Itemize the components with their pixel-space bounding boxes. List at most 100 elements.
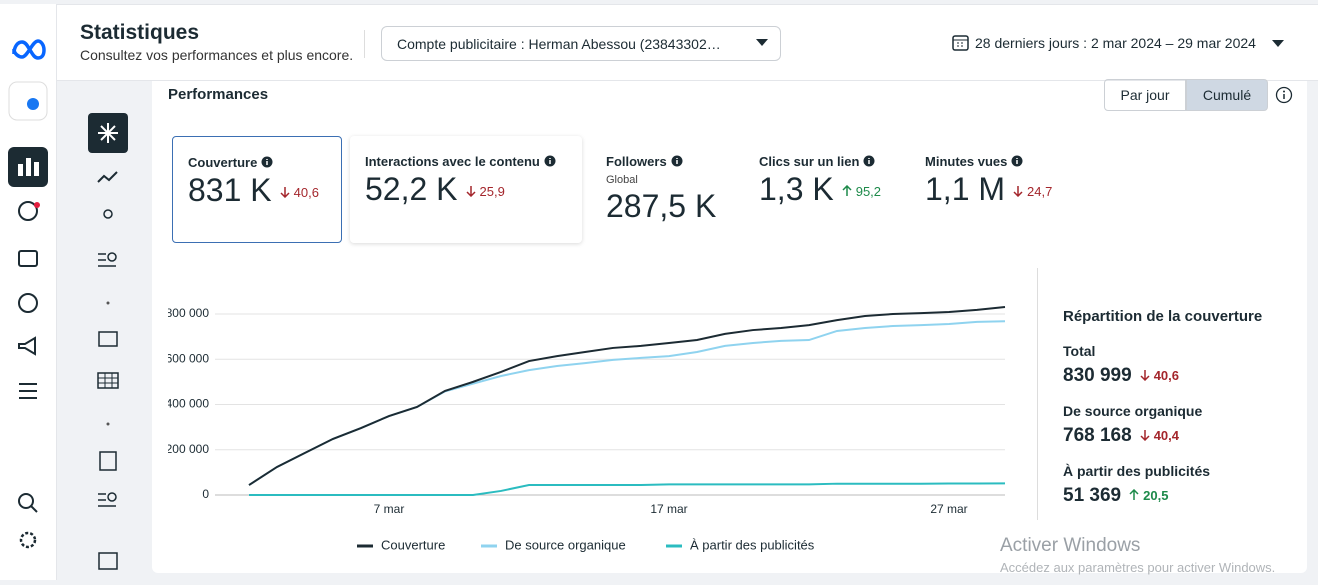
metric-card: Followers Global 287,5 K	[591, 136, 741, 243]
breakdown-title: Répartition de la couverture	[1063, 308, 1263, 325]
metric-label-text: Clics sur un lien	[759, 154, 860, 169]
change-value: 25,9	[479, 184, 505, 200]
toggle-daily[interactable]: Par jour	[1104, 79, 1186, 111]
page-subtitle: Consultez vos performances et plus encor…	[80, 47, 354, 63]
metric-label-text: Followers	[606, 154, 667, 169]
posts-icon[interactable]	[98, 331, 118, 347]
nav-icons	[8, 39, 48, 549]
search-list-icon[interactable]	[98, 493, 116, 507]
change-value: 95,2	[855, 184, 882, 200]
chart: 0 200 000 400 000 600 000 800 000 7 mar 17 mar…	[168, 305, 1006, 552]
breakdown-value-text: 768 168	[1063, 425, 1132, 446]
search-list-icon[interactable]	[98, 253, 116, 267]
metric-value-text: 52,2 K	[365, 171, 458, 207]
metric-label-text: Interactions avec le contenu	[365, 154, 540, 169]
trend-arrow	[465, 186, 476, 198]
metric-card[interactable]: Interactions avec le contenu 52,2 K 25,9	[350, 136, 582, 243]
arrow-path	[1013, 186, 1023, 198]
breakdown-item: À partir des publicités 51 369 20,5	[1063, 463, 1303, 507]
settings-icon[interactable]	[19, 531, 37, 549]
messages-icon[interactable]	[18, 201, 38, 221]
trend-arrow	[842, 184, 852, 197]
change: 20,5	[1129, 488, 1168, 503]
info-icon	[863, 155, 875, 167]
y-tick-label: 400 000	[168, 397, 209, 411]
info-icon[interactable]	[1275, 86, 1293, 104]
trend-arrow	[1129, 489, 1139, 501]
info-icon	[1011, 155, 1023, 167]
breakdown-label: De source organique	[1063, 403, 1203, 419]
metric-value-text: 1,1 M	[925, 171, 1006, 207]
side-nav	[0, 4, 57, 580]
arrow-path	[1129, 489, 1139, 501]
change: 40,4	[1140, 428, 1179, 443]
search-icon[interactable]	[18, 493, 34, 509]
y-tick-label: 600 000	[168, 351, 209, 365]
metric-value: 831 K 40,6	[188, 172, 326, 209]
metric-value: 1,1 M 24,7	[925, 171, 1055, 208]
breakdown-item: Total 830 999 40,6	[1063, 343, 1303, 387]
panel-icon[interactable]	[98, 552, 118, 570]
metric-label: Interactions avec le contenu	[365, 154, 567, 169]
arrow-path	[280, 187, 290, 199]
breakdown-value-text: 51 369	[1063, 485, 1122, 506]
metric-label: Minutes vues	[925, 154, 1055, 169]
y-tick-label: 800 000	[168, 306, 209, 320]
top-bar	[0, 4, 1318, 81]
menu-icon[interactable]	[19, 383, 37, 399]
money-icon[interactable]	[18, 293, 38, 313]
legend-label: À partir des publicités	[690, 537, 815, 552]
breakdown-value: 830 999 40,6	[1063, 365, 1303, 387]
report-icon[interactable]	[99, 451, 117, 471]
table-icon[interactable]	[97, 372, 119, 389]
breakdown-value-text: 830 999	[1063, 365, 1132, 386]
info-icon	[671, 155, 683, 167]
series-line	[248, 305, 1006, 486]
y-tick-label: 200 000	[168, 442, 209, 456]
breakdown: Répartition de la couverture Total 830 999…	[1063, 308, 1303, 523]
metric-label: Followers	[606, 154, 726, 169]
account-dropdown[interactable]: Compte publicitaire : Herman Abessou (23…	[381, 26, 781, 61]
toggle-cumulative[interactable]: Cumulé	[1186, 79, 1268, 111]
breakdown-label: À partir des publicités	[1063, 463, 1211, 479]
x-tick-label: 7 mar	[374, 502, 405, 516]
metric-value-text: 287,5 K	[606, 188, 717, 224]
change: 95,2	[842, 184, 881, 199]
trend-arrow	[280, 187, 290, 199]
info-icon	[261, 156, 273, 168]
metric-card[interactable]: Couverture 831 K 40,6	[172, 136, 342, 243]
metric-label-text: Minutes vues	[925, 154, 1008, 169]
change-value: 40,4	[1153, 428, 1179, 444]
change-value: 40,6	[293, 185, 319, 201]
trend-icon[interactable]	[97, 171, 118, 183]
change-value: 20,5	[1143, 488, 1169, 504]
ads-icon[interactable]	[18, 336, 36, 356]
audience-icon[interactable]	[103, 209, 113, 219]
metric-value: 1,3 K 95,2	[759, 171, 889, 208]
meta-logo[interactable]	[12, 39, 46, 60]
info-icon	[544, 155, 556, 167]
series-line	[249, 482, 1006, 496]
trend-arrow	[1013, 186, 1023, 198]
legend-label: De source organique	[505, 537, 626, 552]
watermark-text: Accédez aux paramètres pour activer Wind…	[1000, 560, 1276, 575]
account-label: Compte publicitaire : Herman Abessou (23…	[397, 36, 721, 52]
sub-nav	[88, 113, 128, 570]
change: 40,6	[1140, 368, 1179, 383]
change: 24,7	[1013, 184, 1052, 199]
x-tick-label: 17 mar	[650, 502, 687, 516]
trend-arrow	[1140, 370, 1150, 382]
change-value: 40,6	[1153, 368, 1179, 384]
breakdown-item: De source organique 768 168 40,4	[1063, 403, 1303, 447]
performance-card	[152, 81, 1307, 573]
metric-sublabel: Global	[606, 174, 638, 186]
metric-value: 287,5 K	[606, 188, 726, 225]
date-picker[interactable]: 28 derniers jours : 2 mar 2024 – 29 mar …	[952, 34, 1284, 51]
change: 40,6	[280, 185, 319, 200]
content-icon[interactable]	[18, 250, 38, 267]
change: 25,9	[465, 184, 505, 200]
legend-label: Couverture	[381, 537, 445, 552]
metric-label: Clics sur un lien	[759, 154, 889, 169]
metric-card: Clics sur un lien 1,3 K 95,2	[744, 136, 904, 243]
